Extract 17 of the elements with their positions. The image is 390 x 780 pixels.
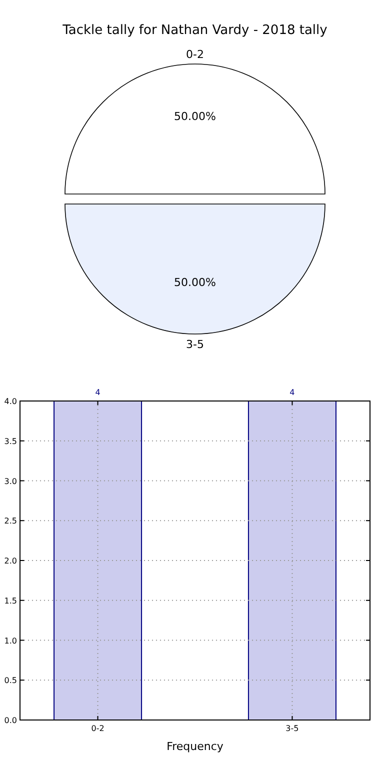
y-tick-label: 3.5 [4, 436, 17, 446]
chart-title: Tackle tally for Nathan Vardy - 2018 tally [62, 23, 328, 38]
slice-label: 3-5 [186, 338, 204, 351]
data-label: 4 [290, 388, 295, 397]
y-tick-label: 3.0 [4, 476, 17, 486]
y-tick-label: 0.0 [4, 716, 17, 725]
y-tick-label: 1.5 [4, 596, 17, 606]
data-label: 4 [95, 388, 100, 397]
y-tick-label: 2.0 [4, 556, 17, 566]
y-tick-label: 2.5 [4, 516, 17, 526]
x-axis-title: Frequency [166, 740, 224, 753]
data-label: 50.00% [174, 110, 216, 123]
slice-label: 0-2 [186, 48, 204, 61]
data-label: 50.00% [174, 276, 216, 289]
y-tick-label: 1.0 [4, 636, 17, 646]
y-tick-label: 0.5 [4, 676, 17, 686]
y-tick-label: 4.0 [4, 397, 17, 406]
